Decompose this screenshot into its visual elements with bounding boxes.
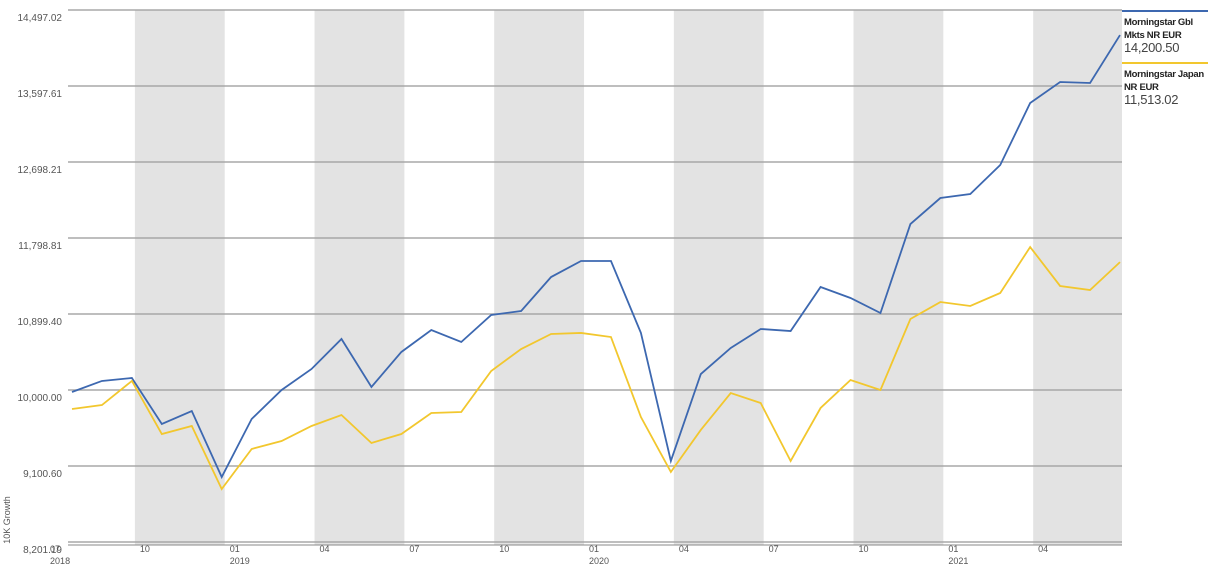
y-tick-label: 12,698.21 bbox=[18, 165, 63, 176]
legend-value: 14,200.50 bbox=[1124, 40, 1180, 55]
shaded-quarter bbox=[494, 10, 585, 545]
y-tick-label: 13,597.61 bbox=[18, 89, 63, 100]
x-tick-label: 07 bbox=[50, 544, 60, 554]
shaded-quarter bbox=[314, 10, 405, 545]
x-tick-label: 04 bbox=[320, 544, 330, 554]
shaded-quarter bbox=[853, 10, 944, 545]
y-tick-label: 10,899.40 bbox=[18, 317, 63, 328]
series-line bbox=[71, 34, 1121, 480]
x-tick-label: 10 bbox=[140, 544, 150, 554]
y-tick-label: 11,798.81 bbox=[18, 241, 62, 252]
shaded-quarter bbox=[134, 10, 225, 545]
x-year-label: 2020 bbox=[589, 556, 609, 566]
y-tick-label: 14,497.02 bbox=[18, 13, 63, 24]
y-tick-label: 10,000.00 bbox=[18, 393, 63, 404]
shaded-quarter bbox=[1033, 10, 1122, 545]
legend-value: 11,513.02 bbox=[1124, 92, 1179, 107]
x-tick-label: 01 bbox=[589, 544, 599, 554]
x-year-label: 2021 bbox=[948, 556, 968, 566]
x-year-label: 2018 bbox=[50, 556, 70, 566]
x-tick-label: 07 bbox=[769, 544, 779, 554]
x-tick-label: 10 bbox=[859, 544, 869, 554]
x-tick-label: 10 bbox=[499, 544, 509, 554]
y-tick-label: 8,201.19 bbox=[23, 545, 62, 556]
series-line bbox=[71, 245, 1121, 491]
y-axis-label: 10K Growth bbox=[2, 496, 12, 544]
legend-entry: Morningstar Japan NR EUR bbox=[1122, 62, 1208, 94]
shaded-quarter bbox=[673, 10, 764, 545]
legend-entry: Morningstar Gbl Mkts NR EUR bbox=[1122, 10, 1208, 42]
x-tick-label: 07 bbox=[409, 544, 419, 554]
x-tick-label: 04 bbox=[679, 544, 689, 554]
x-tick-label: 04 bbox=[1038, 544, 1048, 554]
x-tick-label: 01 bbox=[230, 544, 240, 554]
x-tick-label: 01 bbox=[948, 544, 958, 554]
x-year-label: 2019 bbox=[230, 556, 250, 566]
y-tick-label: 9,100.60 bbox=[23, 469, 62, 480]
